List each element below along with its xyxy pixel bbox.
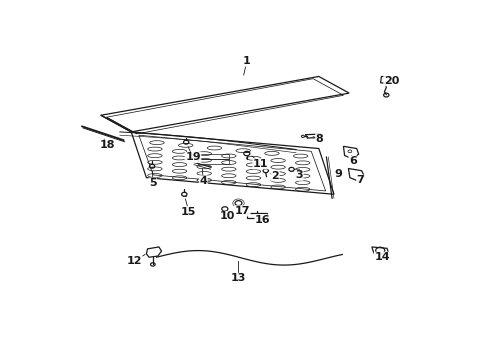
Text: 2: 2 <box>271 171 279 181</box>
Text: 12: 12 <box>126 256 142 266</box>
Text: 7: 7 <box>356 175 364 185</box>
Text: 10: 10 <box>220 211 235 221</box>
Text: 6: 6 <box>348 156 356 166</box>
Text: 11: 11 <box>253 159 268 169</box>
Text: 19: 19 <box>185 152 201 162</box>
Text: 18: 18 <box>100 140 115 150</box>
Text: 15: 15 <box>181 207 196 217</box>
Bar <box>246 213 266 218</box>
Text: 4: 4 <box>199 176 207 186</box>
Text: 3: 3 <box>295 170 302 180</box>
Bar <box>197 159 228 164</box>
Text: 13: 13 <box>230 273 245 283</box>
Text: 14: 14 <box>373 252 389 262</box>
Text: 9: 9 <box>334 169 342 179</box>
Text: 16: 16 <box>254 215 270 225</box>
Text: 1: 1 <box>243 56 250 66</box>
Text: 17: 17 <box>234 206 249 216</box>
Text: 20: 20 <box>383 76 399 86</box>
Text: 8: 8 <box>315 134 323 144</box>
Text: 5: 5 <box>149 178 156 188</box>
Bar <box>197 154 228 159</box>
